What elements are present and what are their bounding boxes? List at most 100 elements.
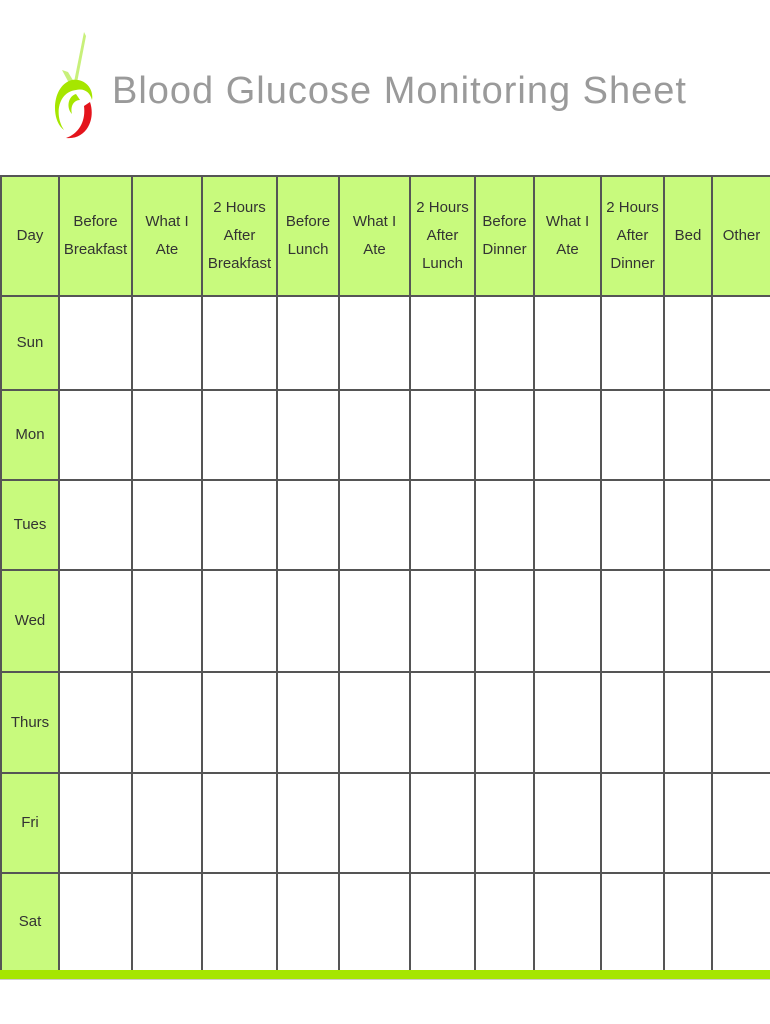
- entry-cell[interactable]: [201, 295, 278, 391]
- column-header: What I Ate: [131, 175, 203, 297]
- column-header-line: Ate: [556, 241, 579, 258]
- entry-cell[interactable]: [663, 671, 713, 774]
- entry-cell[interactable]: [58, 872, 133, 972]
- entry-cell[interactable]: [600, 671, 665, 774]
- column-header-line: Other: [722, 227, 761, 244]
- entry-cell[interactable]: [600, 772, 665, 874]
- entry-cell[interactable]: [409, 772, 476, 874]
- entry-cell[interactable]: [131, 872, 203, 972]
- day-label: Wed: [0, 569, 60, 673]
- day-label: Thurs: [0, 671, 60, 774]
- entry-cell[interactable]: [338, 295, 411, 391]
- column-header-line: Before: [285, 213, 331, 230]
- entry-cell[interactable]: [409, 295, 476, 391]
- entry-cell[interactable]: [276, 295, 340, 391]
- entry-cell[interactable]: [131, 389, 203, 481]
- entry-cell[interactable]: [533, 671, 602, 774]
- entry-cell[interactable]: [131, 671, 203, 774]
- entry-cell[interactable]: [338, 872, 411, 972]
- entry-cell[interactable]: [533, 872, 602, 972]
- entry-cell[interactable]: [663, 569, 713, 673]
- entry-cell[interactable]: [58, 479, 133, 571]
- entry-cell[interactable]: [533, 772, 602, 874]
- entry-cell[interactable]: [711, 295, 770, 391]
- table-row: Sat: [0, 872, 770, 972]
- entry-cell[interactable]: [338, 389, 411, 481]
- entry-cell[interactable]: [338, 479, 411, 571]
- entry-cell[interactable]: [711, 671, 770, 774]
- entry-cell[interactable]: [663, 772, 713, 874]
- entry-cell[interactable]: [711, 389, 770, 481]
- entry-cell[interactable]: [663, 295, 713, 391]
- entry-cell[interactable]: [474, 671, 535, 774]
- entry-cell[interactable]: [201, 389, 278, 481]
- page-title: Blood Glucose Monitoring Sheet: [112, 70, 687, 112]
- entry-cell[interactable]: [533, 479, 602, 571]
- entry-cell[interactable]: [338, 772, 411, 874]
- entry-cell[interactable]: [663, 389, 713, 481]
- table-row: Mon: [0, 389, 770, 481]
- day-label: Tues: [0, 479, 60, 571]
- entry-cell[interactable]: [276, 671, 340, 774]
- apple-logo-icon: [54, 32, 93, 139]
- entry-cell[interactable]: [533, 389, 602, 481]
- header-row: Day Before Breakfast What I Ate 2 Hours After B…: [0, 175, 770, 297]
- entry-cell[interactable]: [474, 772, 535, 874]
- entry-cell[interactable]: [276, 872, 340, 972]
- entry-cell[interactable]: [711, 772, 770, 874]
- entry-cell[interactable]: [409, 872, 476, 972]
- entry-cell[interactable]: [201, 569, 278, 673]
- table-row: Thurs: [0, 671, 770, 774]
- entry-cell[interactable]: [711, 872, 770, 972]
- entry-cell[interactable]: [474, 569, 535, 673]
- entry-cell[interactable]: [58, 772, 133, 874]
- column-header-line: Before: [73, 213, 118, 230]
- entry-cell[interactable]: [409, 569, 476, 673]
- entry-cell[interactable]: [474, 389, 535, 481]
- entry-cell[interactable]: [338, 569, 411, 673]
- entry-cell[interactable]: [600, 872, 665, 972]
- column-header-line: Day: [16, 227, 44, 244]
- entry-cell[interactable]: [276, 569, 340, 673]
- entry-cell[interactable]: [474, 295, 535, 391]
- table-row: Wed: [0, 569, 770, 673]
- column-header-line: Ate: [363, 241, 386, 258]
- entry-cell[interactable]: [276, 772, 340, 874]
- entry-cell[interactable]: [474, 872, 535, 972]
- entry-cell[interactable]: [600, 479, 665, 571]
- footer-accent-bar: [0, 970, 770, 980]
- entry-cell[interactable]: [409, 671, 476, 774]
- entry-cell[interactable]: [276, 479, 340, 571]
- entry-cell[interactable]: [338, 671, 411, 774]
- entry-cell[interactable]: [663, 479, 713, 571]
- entry-cell[interactable]: [711, 569, 770, 673]
- entry-cell[interactable]: [276, 389, 340, 481]
- entry-cell[interactable]: [131, 479, 203, 571]
- entry-cell[interactable]: [58, 295, 133, 391]
- column-header: 2 Hours After Breakfast: [201, 175, 278, 297]
- entry-cell[interactable]: [409, 479, 476, 571]
- entry-cell[interactable]: [58, 389, 133, 481]
- entry-cell[interactable]: [711, 479, 770, 571]
- entry-cell[interactable]: [600, 569, 665, 673]
- entry-cell[interactable]: [201, 772, 278, 874]
- entry-cell[interactable]: [201, 872, 278, 972]
- entry-cell[interactable]: [58, 569, 133, 673]
- entry-cell[interactable]: [131, 295, 203, 391]
- entry-cell[interactable]: [474, 479, 535, 571]
- entry-cell[interactable]: [600, 389, 665, 481]
- column-header: 2 Hours After Lunch: [409, 175, 476, 297]
- column-header-line: Ate: [155, 241, 179, 258]
- entry-cell[interactable]: [131, 569, 203, 673]
- entry-cell[interactable]: [533, 295, 602, 391]
- entry-cell[interactable]: [58, 671, 133, 774]
- entry-cell[interactable]: [533, 569, 602, 673]
- column-header-line: After: [616, 227, 649, 244]
- entry-cell[interactable]: [131, 772, 203, 874]
- entry-cell[interactable]: [201, 671, 278, 774]
- column-header: Bed: [663, 175, 713, 297]
- entry-cell[interactable]: [409, 389, 476, 481]
- entry-cell[interactable]: [600, 295, 665, 391]
- entry-cell[interactable]: [663, 872, 713, 972]
- entry-cell[interactable]: [201, 479, 278, 571]
